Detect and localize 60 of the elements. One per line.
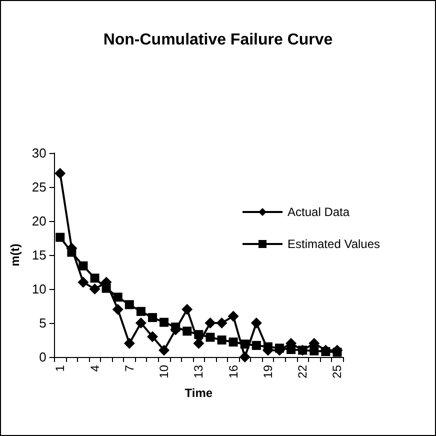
- x-tick-label: 16: [226, 364, 240, 378]
- point: [240, 340, 250, 349]
- point: [204, 318, 216, 328]
- point: [193, 338, 204, 349]
- point: [171, 322, 180, 332]
- point: [332, 348, 342, 357]
- x-axis-title: Time: [184, 386, 213, 400]
- point: [228, 310, 239, 322]
- point: [148, 313, 157, 322]
- point: [56, 232, 65, 242]
- legend-label: Actual Data: [288, 205, 350, 219]
- point: [239, 352, 250, 362]
- x-tick-label: 10: [157, 364, 172, 378]
- point: [321, 347, 330, 356]
- x-tick-label: 1: [53, 364, 68, 372]
- legend-label: Estimated Values: [288, 237, 380, 251]
- point: [275, 344, 284, 353]
- chart-title: Non-Cumulative Failure Curve: [103, 32, 333, 48]
- x-tick-label: 19: [260, 364, 275, 378]
- y-tick-label: 0: [39, 350, 46, 364]
- point: [135, 318, 146, 328]
- point: [158, 344, 170, 356]
- point: [206, 332, 215, 342]
- x-tick-label: 22: [296, 364, 310, 378]
- point: [182, 326, 192, 336]
- point: [217, 336, 226, 344]
- point: [298, 346, 308, 355]
- y-tick-label: 20: [32, 214, 46, 228]
- point: [112, 304, 124, 315]
- point: [182, 304, 193, 315]
- y-tick-label: 5: [39, 316, 46, 330]
- y-tick-label: 15: [32, 248, 46, 262]
- point: [124, 338, 135, 349]
- point: [286, 345, 296, 354]
- y-axis-title: m(t): [8, 244, 22, 266]
- point: [194, 330, 204, 340]
- point: [54, 168, 66, 179]
- point: [124, 300, 134, 310]
- point: [113, 292, 122, 302]
- y-tick-label: 25: [32, 180, 46, 194]
- point: [147, 331, 158, 342]
- point: [263, 342, 272, 352]
- point: [252, 340, 261, 350]
- point: [78, 276, 89, 288]
- point: [89, 284, 100, 294]
- x-tick-label: 25: [330, 364, 344, 378]
- point: [310, 346, 319, 356]
- point: [78, 261, 88, 270]
- x-tick-label: 13: [192, 364, 206, 378]
- y-tick-label: 10: [32, 282, 46, 296]
- point: [136, 306, 146, 316]
- point: [250, 318, 262, 328]
- point: [228, 338, 238, 347]
- y-tick-label: 30: [32, 146, 46, 160]
- point: [216, 318, 228, 328]
- point: [102, 284, 111, 293]
- x-tick-label: 7: [122, 364, 136, 372]
- point: [90, 274, 100, 283]
- x-tick-label: 4: [88, 364, 102, 372]
- point: [160, 318, 169, 327]
